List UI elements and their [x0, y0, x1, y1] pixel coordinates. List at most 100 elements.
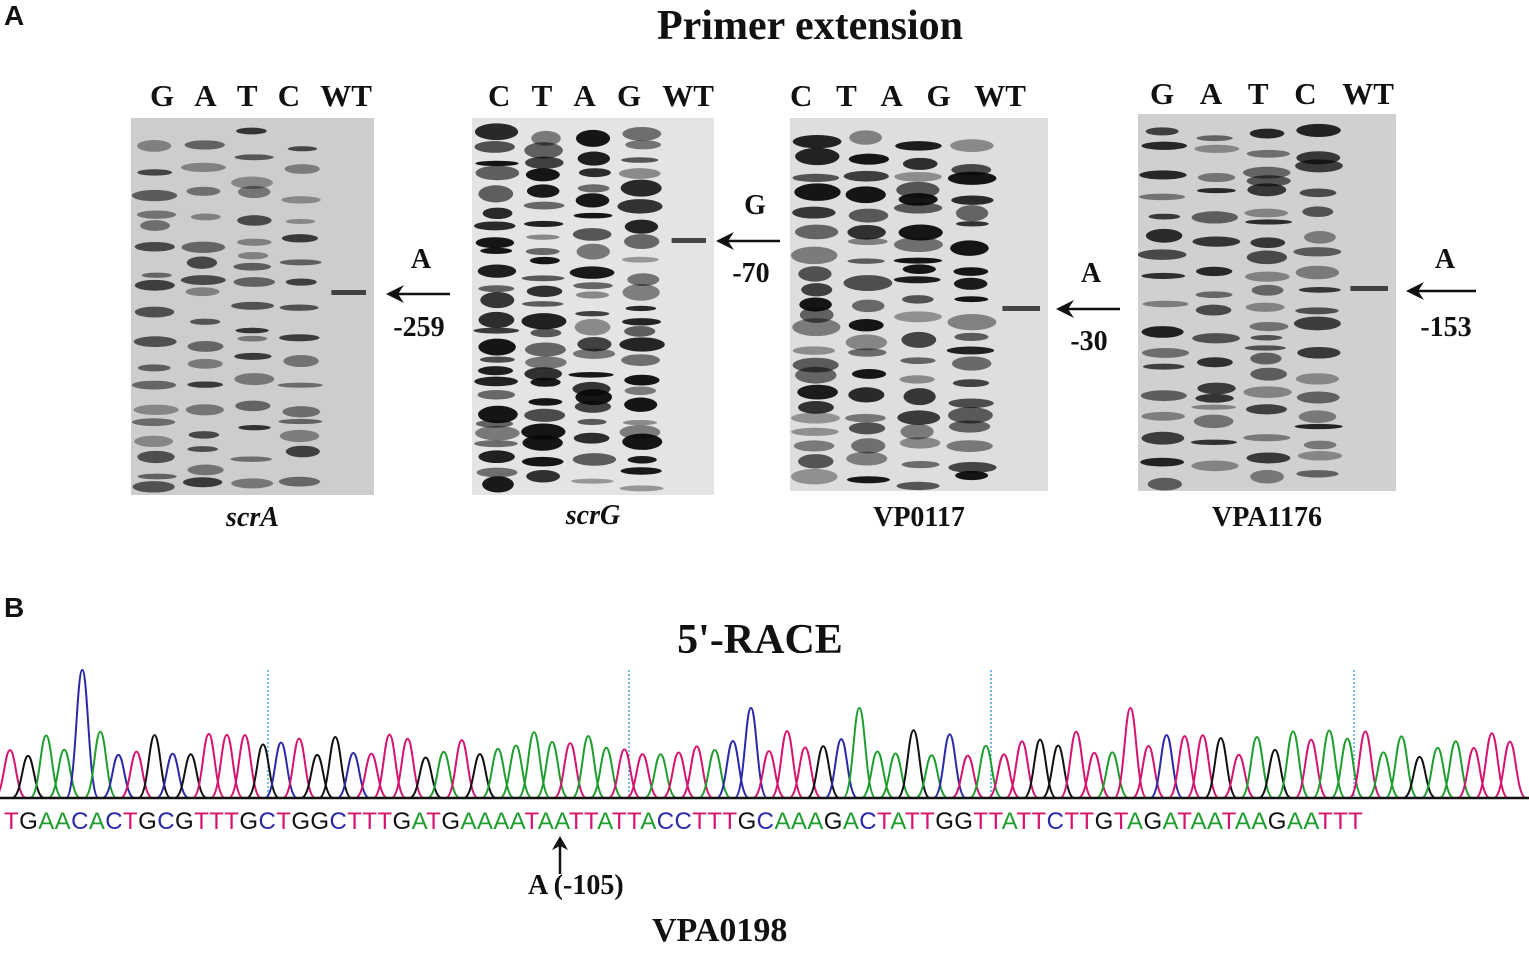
gel-band: [281, 196, 321, 204]
gel-band: [141, 272, 172, 278]
lane-label: T: [531, 78, 553, 113]
lane-label: C: [1294, 76, 1317, 111]
base-call: T: [1031, 808, 1047, 835]
base-call: A: [1303, 808, 1318, 835]
gel-band: [234, 154, 274, 161]
gel-band: [478, 311, 515, 329]
gel-band: [575, 311, 610, 317]
gel-band: [624, 386, 657, 396]
gel-band: [791, 412, 840, 424]
gel-band: [899, 437, 941, 449]
gel-band: [948, 398, 994, 408]
gel-band: [1296, 470, 1339, 478]
gel-band: [237, 335, 268, 342]
base-call: A: [1251, 808, 1268, 835]
trace-peak: [842, 706, 877, 799]
gel-band: [625, 305, 657, 312]
base-call: T: [973, 808, 989, 835]
base-call: T: [194, 808, 210, 835]
gel-band: [238, 425, 271, 431]
gel-band: [902, 295, 934, 304]
gel-band: [946, 440, 993, 452]
trace-peak: [1384, 735, 1419, 799]
gel-band: [895, 141, 942, 151]
trace-peak: [300, 753, 334, 799]
gel-band: [482, 476, 514, 493]
gel-band: [627, 273, 660, 286]
trace-peak: [535, 741, 569, 799]
gel-band: [1251, 284, 1284, 296]
gel-band: [530, 328, 562, 338]
gel-band: [1297, 346, 1341, 359]
gel-band: [279, 304, 319, 311]
gel-band: [521, 301, 564, 307]
trace-peak: [101, 753, 136, 799]
gel-band: [1141, 326, 1184, 338]
base-call: T: [209, 808, 225, 835]
base-call: A: [54, 808, 72, 835]
gel-band: [1295, 159, 1343, 173]
trace-peak: [752, 750, 786, 799]
gel-band: [624, 374, 660, 386]
gel-band: [1196, 357, 1233, 368]
gel-band: [1195, 266, 1233, 277]
gel-band: [575, 291, 609, 299]
gel-band: [230, 456, 272, 462]
base-call: T: [362, 808, 378, 835]
gel-band: [133, 336, 177, 348]
gel-band: [1295, 307, 1339, 315]
gel-band: [137, 139, 172, 152]
gel-band: [474, 141, 515, 153]
gel-band: [903, 388, 936, 406]
gel-band: [524, 367, 563, 381]
lane-label: C: [790, 78, 813, 113]
base-call: G: [291, 808, 311, 835]
trace-peak: [896, 729, 931, 799]
gel-band: [845, 413, 886, 423]
trace-peak: [914, 754, 949, 799]
base-call: T: [1333, 808, 1349, 835]
gel-band: [1196, 135, 1233, 142]
gel-band: [1142, 300, 1189, 308]
gel-band: [955, 221, 989, 227]
gel-band: [952, 379, 990, 388]
gel-band: [529, 256, 560, 265]
gel-band: [902, 157, 938, 170]
trace-peak: [463, 753, 497, 799]
gel-band: [1194, 144, 1240, 153]
gel-band: [1250, 469, 1284, 484]
trace-peak: [1077, 751, 1112, 799]
gel-band: [1243, 386, 1292, 398]
gel-band: [575, 193, 610, 208]
gel-band: [1191, 404, 1237, 410]
lane-label: A: [573, 78, 596, 113]
base-call: C: [859, 808, 878, 835]
gel-band: [848, 153, 890, 165]
gel-band: [574, 400, 612, 413]
base-call: T: [347, 808, 363, 835]
gel-band: [577, 151, 611, 166]
trace-peak: [210, 733, 244, 799]
trace-peak: [1493, 740, 1527, 799]
base-call: T: [1221, 808, 1235, 835]
gel-band: [187, 381, 224, 388]
gel-band: [524, 408, 566, 422]
base-call: G: [239, 808, 259, 835]
gel-band: [898, 193, 938, 206]
gel-band: [799, 306, 834, 323]
gel-band: [1302, 206, 1334, 218]
gel-band: [475, 237, 515, 249]
gel-band: [622, 126, 662, 141]
gel-band: [1140, 390, 1187, 402]
lane-label: T: [236, 78, 258, 113]
lane-label: T: [1247, 76, 1269, 111]
lane-label: G: [1150, 76, 1175, 111]
gel-4-start-position: -153: [1420, 312, 1472, 343]
gel-3-bands: [790, 130, 1040, 491]
gel-band: [900, 423, 934, 440]
gel-band: [231, 478, 274, 489]
gel-band: [479, 356, 515, 363]
gel-band: [140, 220, 170, 231]
gel-band: [231, 176, 273, 189]
gel-band: [624, 219, 659, 234]
